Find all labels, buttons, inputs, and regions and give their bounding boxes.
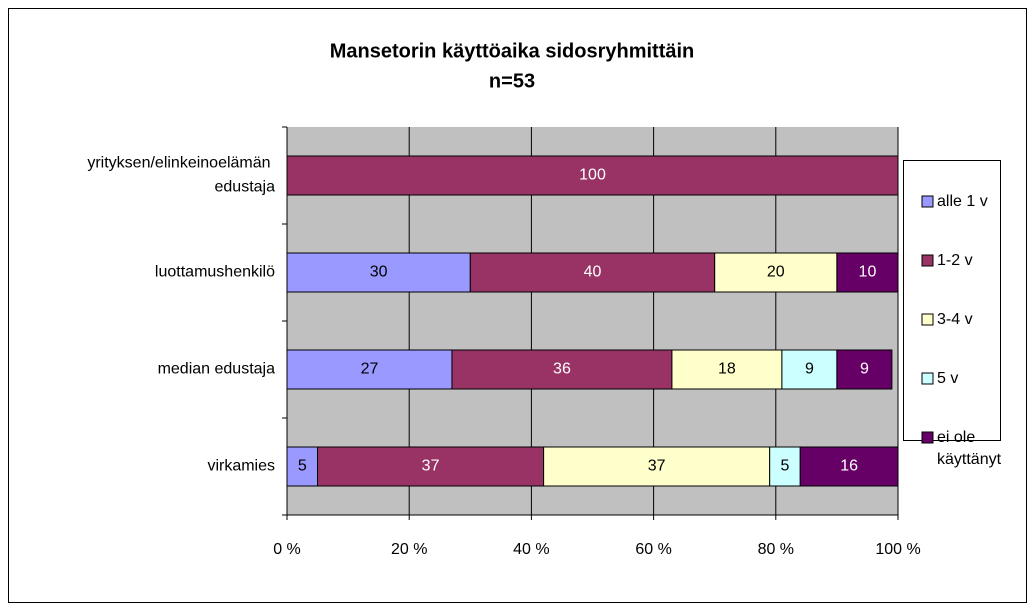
data-label: 9	[860, 361, 869, 378]
bar-segment	[543, 446, 771, 487]
data-label: 30	[370, 264, 388, 281]
data-label: 9	[805, 361, 814, 378]
data-label: 27	[361, 361, 379, 378]
bar-segment	[286, 155, 899, 196]
data-label: 37	[648, 458, 666, 475]
bar-segment	[836, 252, 899, 293]
chart-subtitle: n=53	[489, 70, 535, 92]
legend-label: 1-2 v	[937, 252, 973, 269]
data-label: 5	[298, 458, 307, 475]
data-label: 5	[781, 458, 790, 475]
legend-box	[903, 160, 1001, 441]
data-label: 100	[579, 167, 606, 184]
legend-swatch	[921, 195, 934, 208]
legend-label: 5 v	[937, 370, 958, 387]
legend-swatch	[921, 431, 934, 444]
bar-segment	[317, 446, 545, 487]
legend-swatch	[921, 313, 934, 326]
data-label: 16	[840, 458, 858, 475]
bar-segment	[469, 252, 716, 293]
bar-segment	[451, 349, 673, 390]
legend-label: ei ole käyttänyt	[937, 429, 1002, 468]
chart-title: Mansetorin käyttöaika sidosryhmittäin	[330, 40, 695, 62]
legend-swatch	[921, 372, 934, 385]
y-tick-label: virkamies	[207, 458, 275, 475]
legend-swatch	[921, 254, 934, 267]
y-tick-label: luottamushenkilö	[155, 264, 275, 281]
x-tick-label: 80 %	[758, 541, 794, 558]
data-label: 37	[422, 458, 440, 475]
x-tick-label: 40 %	[513, 541, 549, 558]
bar-segment	[769, 446, 801, 487]
bar-segment	[286, 252, 471, 293]
data-label: 20	[767, 264, 785, 281]
data-label: 18	[718, 361, 736, 378]
data-label: 10	[859, 264, 877, 281]
legend-label: alle 1 v	[937, 193, 988, 210]
bar-segment	[286, 349, 453, 390]
x-tick-label: 100 %	[875, 541, 920, 558]
data-label: 36	[553, 361, 571, 378]
x-tick-label: 60 %	[635, 541, 671, 558]
y-tick-label: median edustaja	[158, 361, 276, 378]
data-label: 40	[584, 264, 602, 281]
x-tick-label: 20 %	[391, 541, 427, 558]
bar-segment	[781, 349, 838, 390]
bar-segment	[799, 446, 899, 487]
bar-segment	[836, 349, 893, 390]
bar-segment	[286, 446, 319, 487]
y-tick-label: yrityksen/elinkeinoelämän edustaja	[87, 155, 275, 196]
legend-label: 3-4 v	[937, 311, 973, 328]
bar-segment	[671, 349, 783, 390]
x-tick-label: 0 %	[273, 541, 301, 558]
